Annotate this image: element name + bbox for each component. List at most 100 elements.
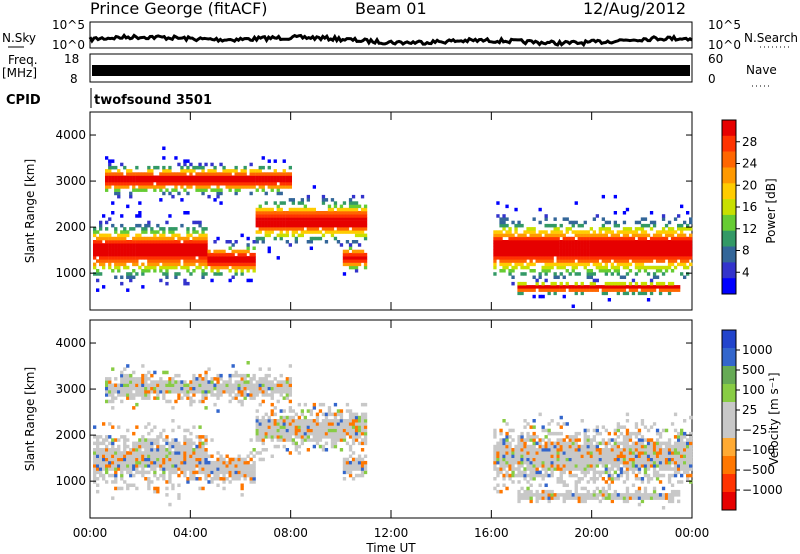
data-cell — [195, 230, 199, 234]
data-cell — [183, 428, 187, 433]
data-cell — [201, 175, 205, 180]
data-cell — [222, 169, 226, 173]
data-cell — [363, 211, 368, 215]
data-cell — [285, 415, 290, 420]
data-cell — [640, 246, 645, 251]
data-cell — [586, 496, 590, 500]
data-cell — [538, 275, 542, 280]
data-cell — [580, 291, 584, 296]
data-cell — [240, 399, 244, 404]
data-cell — [333, 431, 338, 436]
data-cell — [288, 451, 293, 455]
data-cell — [186, 464, 190, 468]
y-tick-label: 3000 — [55, 382, 86, 396]
data-cell — [517, 249, 521, 254]
data-cell — [686, 243, 690, 247]
data-cell — [144, 230, 148, 234]
data-cell — [637, 291, 642, 296]
data-cell — [523, 470, 527, 475]
data-cell — [523, 230, 527, 234]
data-cell — [153, 370, 157, 375]
data-cell — [529, 499, 533, 504]
data-cell — [589, 467, 594, 471]
colorbar-swatch — [722, 330, 736, 349]
data-cell — [670, 285, 675, 289]
data-cell — [279, 425, 283, 429]
data-cell — [342, 259, 347, 263]
data-cell — [195, 178, 199, 183]
data-cell — [183, 467, 187, 471]
data-cell — [222, 165, 226, 170]
data-cell — [270, 390, 274, 394]
data-cell — [652, 249, 657, 254]
data-cell — [562, 460, 566, 465]
data-cell — [571, 243, 575, 247]
data-cell — [544, 272, 548, 276]
data-cell — [649, 227, 654, 231]
data-cell — [613, 194, 618, 199]
data-cell — [520, 441, 524, 446]
data-cell — [547, 262, 551, 267]
data-cell — [502, 259, 506, 263]
data-cell — [216, 460, 220, 465]
data-cell — [523, 288, 527, 292]
data-cell — [213, 172, 217, 176]
data-cell — [159, 460, 163, 465]
data-cell — [225, 182, 229, 186]
data-cell — [264, 425, 268, 429]
data-cell — [583, 259, 587, 263]
data-cell — [195, 477, 199, 481]
data-cell — [598, 269, 603, 273]
data-cell — [165, 451, 169, 455]
data-cell — [306, 240, 311, 244]
data-cell — [168, 502, 172, 507]
data-cell — [279, 428, 283, 433]
data-cell — [348, 422, 353, 426]
data-cell — [526, 227, 530, 231]
data-cell — [198, 220, 202, 225]
data-cell — [559, 262, 563, 267]
data-cell — [661, 506, 666, 510]
data-cell — [240, 373, 244, 378]
data-cell — [664, 464, 669, 468]
data-cell — [168, 236, 172, 241]
data-cell — [574, 457, 578, 462]
data-cell — [613, 281, 618, 286]
data-cell — [321, 435, 326, 439]
data-cell — [604, 240, 609, 244]
data-cell — [189, 262, 193, 267]
data-cell — [553, 291, 557, 296]
data-cell — [520, 473, 524, 478]
data-cell — [526, 444, 530, 449]
data-cell — [132, 236, 136, 241]
data-cell — [270, 425, 274, 429]
data-cell — [105, 460, 109, 465]
data-cell — [592, 236, 597, 241]
data-cell — [111, 159, 115, 163]
data-cell — [351, 214, 356, 218]
data-cell — [493, 454, 497, 459]
data-cell — [282, 425, 286, 429]
data-cell — [658, 256, 663, 260]
data-cell — [586, 252, 590, 257]
data-cell — [514, 457, 518, 462]
data-cell — [333, 220, 338, 225]
data-cell — [592, 278, 597, 283]
data-cell — [613, 243, 618, 247]
data-cell — [577, 467, 581, 471]
data-cell — [267, 435, 271, 439]
data-cell — [111, 438, 115, 442]
data-cell — [610, 272, 615, 276]
data-cell — [150, 464, 154, 468]
data-cell — [634, 444, 639, 449]
data-cell — [246, 269, 250, 273]
data-cell — [683, 243, 687, 247]
data-cell — [354, 233, 359, 238]
data-cell — [252, 169, 256, 173]
data-cell — [189, 386, 193, 391]
data-cell — [661, 259, 666, 263]
data-cell — [132, 457, 136, 462]
data-cell — [631, 259, 636, 263]
data-cell — [547, 438, 551, 442]
data-cell — [550, 240, 554, 244]
